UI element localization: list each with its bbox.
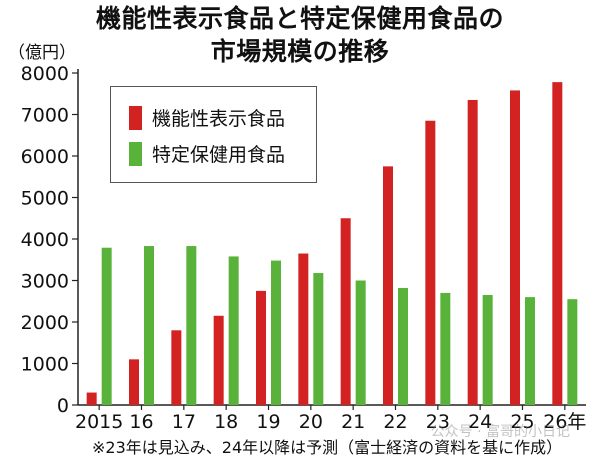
bar-tokuho <box>186 246 197 405</box>
x-tick-label: 22 <box>383 411 407 433</box>
chart-title: 機能性表示食品と特定保健用食品の 市場規模の推移 <box>0 2 600 68</box>
footnote: ※23年は見込み、24年以降は予測（富士経済の資料を基に作成） <box>92 438 563 457</box>
legend-swatch-red <box>129 105 142 130</box>
bar-tokuho <box>567 299 578 405</box>
bar-tokuho <box>144 246 154 405</box>
bar-functional-food <box>256 290 266 405</box>
x-tick-label: 20 <box>299 411 323 433</box>
y-tick-label: 2000 <box>21 312 69 334</box>
bar-tokuho <box>101 247 112 405</box>
legend-label-functional: 機能性表示食品 <box>152 108 286 130</box>
legend: 機能性表示食品 特定保健用食品 <box>110 86 317 183</box>
legend-item-functional: 機能性表示食品 <box>129 104 285 131</box>
x-tick-label: 25 <box>510 411 534 433</box>
legend-swatch-green <box>129 141 142 166</box>
x-tick-label: 19 <box>256 411 280 433</box>
chart-title-line-1: 機能性表示食品と特定保健用食品の <box>95 4 504 33</box>
bar-tokuho <box>525 297 535 405</box>
y-tick-label: 3000 <box>21 271 69 293</box>
y-tick-label: 7000 <box>21 105 69 127</box>
bar-tokuho <box>482 295 493 405</box>
bar-tokuho <box>313 273 324 405</box>
bar-functional-food <box>510 90 520 406</box>
y-tick-label: 5000 <box>21 188 69 210</box>
x-tick-label: 2015 <box>75 411 123 433</box>
bar-functional-food <box>213 315 224 405</box>
x-tick-label: 18 <box>214 411 238 433</box>
x-tick-label: 23 <box>426 411 450 433</box>
bar-functional-food <box>383 166 393 405</box>
bar-functional-food <box>467 99 478 405</box>
bar-tokuho <box>440 292 451 405</box>
bar-functional-food <box>171 330 182 405</box>
x-tick-label: 26年 <box>543 411 586 433</box>
bar-tokuho <box>355 280 366 405</box>
y-axis-unit-label: （億円） <box>8 43 76 63</box>
bar-tokuho <box>271 260 281 405</box>
bar-tokuho <box>228 256 239 405</box>
chart-title-line-2: 市場規模の推移 <box>210 37 390 66</box>
bar-tokuho <box>398 287 408 405</box>
bar-functional-food <box>340 218 351 405</box>
x-tick-label: 24 <box>468 411 492 433</box>
bar-functional-food <box>129 359 139 405</box>
x-tick-label: 16 <box>129 411 153 433</box>
legend-item-tokuho: 特定保健用食品 <box>129 140 285 167</box>
x-tick-label: 17 <box>172 411 196 433</box>
y-tick-label: 6000 <box>21 146 69 168</box>
bar-functional-food <box>552 82 563 405</box>
bar-functional-food <box>425 120 436 405</box>
y-tick-label: 4000 <box>21 229 69 251</box>
legend-label-tokuho: 特定保健用食品 <box>152 144 286 166</box>
bar-functional-food <box>86 392 97 405</box>
y-tick-label: 0 <box>57 395 69 417</box>
y-tick-label: 8000 <box>21 63 69 85</box>
y-tick-label: 1000 <box>21 354 69 376</box>
bar-functional-food <box>298 253 309 405</box>
x-tick-label: 21 <box>341 411 365 433</box>
watermark: 公众号 · 富哥的小日记 <box>430 424 570 440</box>
